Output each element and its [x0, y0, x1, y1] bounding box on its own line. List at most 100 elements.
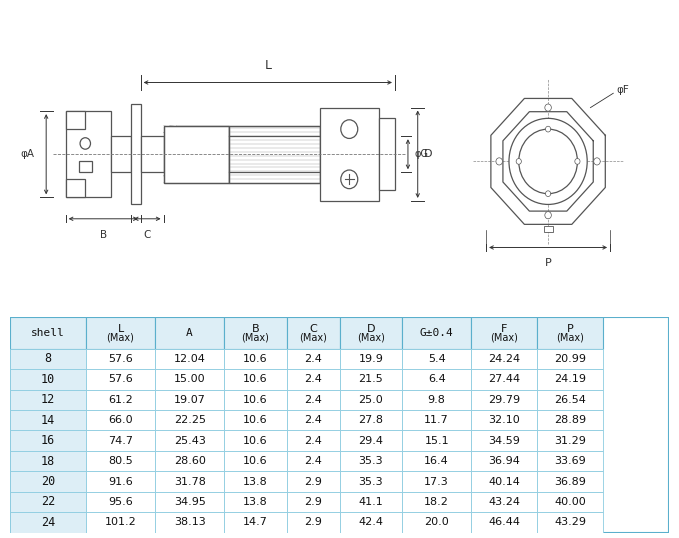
Text: 2.4: 2.4 [304, 374, 322, 384]
Text: 36.89: 36.89 [554, 477, 586, 486]
Text: 19.9: 19.9 [359, 354, 383, 364]
Text: 36.94: 36.94 [488, 456, 520, 466]
Text: 27.44: 27.44 [488, 374, 520, 384]
Bar [86, 390, 155, 410]
Text: φF: φF [617, 84, 629, 95]
Text: 13.8: 13.8 [243, 497, 268, 507]
Circle shape [545, 126, 551, 132]
Bar [537, 390, 603, 410]
Bar [340, 390, 402, 410]
Bar [402, 317, 471, 349]
Bar [224, 451, 287, 471]
Text: 2.9: 2.9 [304, 497, 322, 507]
Text: 22: 22 [41, 495, 55, 508]
Bar [66, 179, 86, 197]
Bar [402, 349, 471, 369]
Text: 2.9: 2.9 [304, 477, 322, 486]
Bar [537, 471, 603, 492]
Text: 2.9: 2.9 [304, 518, 322, 527]
Bar [402, 492, 471, 512]
Bar [10, 369, 86, 390]
Text: 16.4: 16.4 [424, 456, 449, 466]
Text: 91.6: 91.6 [108, 477, 133, 486]
Text: 20.0: 20.0 [424, 518, 449, 527]
Text: 2.4: 2.4 [304, 415, 322, 425]
Circle shape [593, 158, 600, 165]
Bar [543, 226, 553, 232]
Bar [287, 451, 340, 471]
Bar [10, 317, 86, 349]
Bar [86, 512, 155, 533]
Bar [471, 349, 537, 369]
Text: 46.44: 46.44 [488, 518, 520, 527]
Text: (Max): (Max) [299, 332, 327, 342]
Text: 31.78: 31.78 [174, 477, 206, 486]
Bar [471, 390, 537, 410]
Text: 66.0: 66.0 [108, 415, 133, 425]
Circle shape [545, 191, 551, 196]
Circle shape [341, 170, 358, 189]
Bar [537, 512, 603, 533]
Text: 9.8: 9.8 [428, 395, 445, 405]
Text: 29.4: 29.4 [359, 436, 383, 445]
Text: 2.4: 2.4 [304, 456, 322, 466]
Bar [471, 430, 537, 451]
Text: 11.7: 11.7 [424, 415, 449, 425]
Circle shape [516, 159, 521, 164]
Text: φA: φA [20, 149, 35, 159]
Bar [402, 390, 471, 410]
Bar [402, 430, 471, 451]
Bar [86, 369, 155, 390]
Bar [287, 471, 340, 492]
Bar [224, 512, 287, 533]
Bar [224, 369, 287, 390]
Text: 33.69: 33.69 [554, 456, 586, 466]
Text: 15.1: 15.1 [424, 436, 449, 445]
Text: 26.54: 26.54 [554, 395, 586, 405]
Bar [340, 410, 402, 430]
Text: 28.89: 28.89 [554, 415, 586, 425]
Text: 19.07: 19.07 [174, 395, 206, 405]
Text: 80.5: 80.5 [108, 456, 133, 466]
Bar [10, 410, 86, 430]
Bar [164, 125, 229, 183]
Bar [86, 349, 155, 369]
Bar [340, 492, 402, 512]
Bar [155, 317, 224, 349]
Text: 5.4: 5.4 [428, 354, 445, 364]
Text: 12.04: 12.04 [174, 354, 206, 364]
Bar [537, 492, 603, 512]
Bar [471, 512, 537, 533]
Text: 32.10: 32.10 [488, 415, 520, 425]
Text: 34.59: 34.59 [488, 436, 520, 445]
Text: 13.8: 13.8 [243, 477, 268, 486]
Bar [287, 390, 340, 410]
Bar [79, 161, 92, 172]
Text: 43.24: 43.24 [488, 497, 520, 507]
Text: (Max): (Max) [107, 332, 134, 342]
Text: 14: 14 [41, 414, 55, 427]
Bar [287, 430, 340, 451]
Bar [224, 317, 287, 349]
Bar [86, 451, 155, 471]
Text: (Max): (Max) [242, 332, 270, 342]
Text: 21.5: 21.5 [359, 374, 383, 384]
Text: 31.29: 31.29 [554, 436, 586, 445]
Bar [537, 349, 603, 369]
Text: 10.6: 10.6 [243, 374, 268, 384]
Text: 2.4: 2.4 [304, 395, 322, 405]
Text: D: D [367, 324, 375, 334]
Text: 35.3: 35.3 [359, 477, 383, 486]
Circle shape [341, 120, 358, 138]
Text: 8: 8 [45, 352, 52, 365]
Bar [471, 492, 537, 512]
Bar [155, 410, 224, 430]
Bar [537, 317, 603, 349]
Circle shape [545, 104, 551, 111]
Text: 25.0: 25.0 [359, 395, 383, 405]
Bar [402, 471, 471, 492]
Text: 17.3: 17.3 [424, 477, 449, 486]
Bar [224, 349, 287, 369]
Text: 2.4: 2.4 [304, 354, 322, 364]
Bar [287, 492, 340, 512]
